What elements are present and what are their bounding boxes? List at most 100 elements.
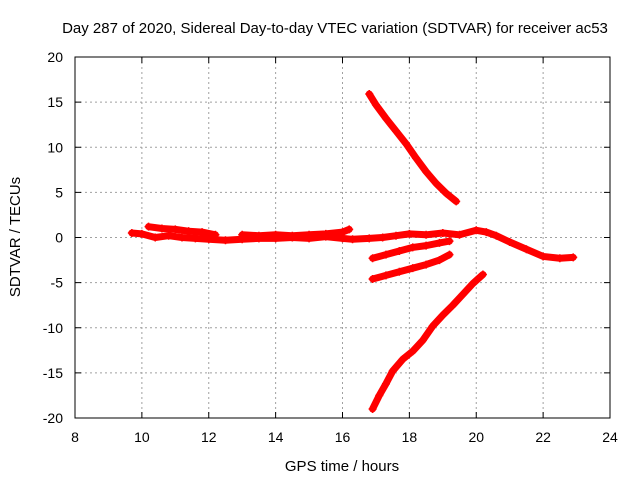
data-point-marker xyxy=(569,253,578,262)
data-point-marker xyxy=(171,225,180,234)
data-point-marker xyxy=(365,90,374,99)
data-point-marker xyxy=(151,233,160,242)
data-point-marker xyxy=(435,238,444,247)
data-point-marker xyxy=(378,233,387,242)
y-tick-label: -5 xyxy=(51,275,64,291)
data-point-marker xyxy=(144,222,153,231)
data-point-marker xyxy=(198,228,207,237)
x-tick-label: 20 xyxy=(468,429,484,445)
data-point-marker xyxy=(408,347,417,356)
data-point-marker xyxy=(492,231,501,240)
series-track-upper-band-mid xyxy=(238,225,354,240)
data-point-marker xyxy=(381,379,390,388)
data-point-marker xyxy=(368,275,377,284)
data-point-marker xyxy=(455,230,464,239)
data-point-marker xyxy=(395,267,404,276)
data-point-marker xyxy=(365,234,374,243)
data-point-marker xyxy=(555,254,564,263)
x-tick-label: 10 xyxy=(134,429,150,445)
data-point-marker xyxy=(127,228,136,237)
data-point-marker xyxy=(422,241,431,250)
x-axis-label: GPS time / hours xyxy=(285,458,399,475)
data-point-marker xyxy=(368,254,377,263)
y-tick-label: -10 xyxy=(43,320,63,336)
series-trace xyxy=(365,90,460,205)
data-point-marker xyxy=(438,228,447,237)
data-point-marker xyxy=(388,367,397,376)
x-tick-label: 24 xyxy=(602,429,618,445)
data-series xyxy=(127,90,578,413)
series-track-descending-high xyxy=(365,90,461,206)
data-point-marker xyxy=(338,228,347,237)
data-point-marker xyxy=(452,197,461,206)
data-point-marker xyxy=(422,167,431,176)
x-tick-label: 18 xyxy=(402,429,418,445)
y-tick-label: -20 xyxy=(43,410,63,426)
data-point-marker xyxy=(348,235,357,244)
data-point-marker xyxy=(522,245,531,254)
data-point-marker xyxy=(442,189,451,198)
data-point-marker xyxy=(472,226,481,235)
data-point-marker xyxy=(381,114,390,123)
series-track-upper-band-early xyxy=(144,222,220,239)
data-point-marker xyxy=(381,271,390,280)
data-point-marker xyxy=(478,270,487,279)
x-tick-label: 8 xyxy=(71,429,79,445)
data-point-marker xyxy=(184,227,193,236)
x-tick-label: 16 xyxy=(335,429,351,445)
series-track-short-negative-b xyxy=(368,250,454,284)
data-point-marker xyxy=(238,230,247,239)
x-tick-label: 12 xyxy=(201,429,217,445)
data-point-marker xyxy=(305,230,314,239)
data-point-marker xyxy=(468,279,477,288)
data-point-marker xyxy=(398,355,407,364)
data-point-marker xyxy=(164,231,173,240)
data-point-marker xyxy=(211,230,220,239)
data-point-marker xyxy=(381,250,390,259)
series-track-short-negative-a xyxy=(368,237,454,263)
data-point-marker xyxy=(432,179,441,188)
x-tick-label: 14 xyxy=(268,429,284,445)
data-point-marker xyxy=(418,336,427,345)
x-tick-label: 22 xyxy=(535,429,551,445)
data-point-marker xyxy=(448,301,457,310)
data-point-marker xyxy=(321,229,330,238)
data-point-marker xyxy=(392,231,400,240)
data-point-marker xyxy=(539,252,548,261)
y-tick-label: 10 xyxy=(47,139,63,155)
data-point-marker xyxy=(405,229,414,238)
data-point-marker xyxy=(392,127,400,136)
y-tick-label: -15 xyxy=(43,365,63,381)
y-tick-label: 15 xyxy=(47,94,63,110)
data-point-marker xyxy=(288,231,297,240)
data-point-marker xyxy=(402,139,411,148)
data-point-marker xyxy=(137,229,146,238)
data-point-marker xyxy=(422,230,431,239)
data-point-marker xyxy=(408,264,417,273)
data-point-marker xyxy=(435,256,444,265)
y-tick-label: 20 xyxy=(47,49,63,65)
data-point-marker xyxy=(254,231,263,240)
data-point-marker xyxy=(445,250,454,259)
data-point-marker xyxy=(458,290,467,299)
series-trace xyxy=(369,237,453,262)
data-point-marker xyxy=(482,228,491,237)
y-tick-label: 0 xyxy=(55,230,63,246)
data-point-marker xyxy=(157,224,166,233)
axis-ticks: 8 10 12 14 16 18 20 22 24 -20 -15 -10 -5 0 5 10 15 20 xyxy=(43,49,618,445)
data-point-marker xyxy=(445,237,454,246)
data-point-marker xyxy=(345,225,354,234)
data-point-marker xyxy=(375,391,384,400)
data-point-marker xyxy=(438,311,447,320)
data-point-marker xyxy=(178,233,186,242)
data-point-marker xyxy=(221,236,230,245)
series-track-ascending-low xyxy=(368,270,487,413)
y-tick-label: 5 xyxy=(55,184,63,200)
data-point-marker xyxy=(368,404,377,413)
data-point-marker xyxy=(371,100,380,109)
data-point-marker xyxy=(395,247,404,256)
data-point-marker xyxy=(271,230,280,239)
data-point-marker xyxy=(191,234,200,243)
data-point-marker xyxy=(428,321,437,330)
